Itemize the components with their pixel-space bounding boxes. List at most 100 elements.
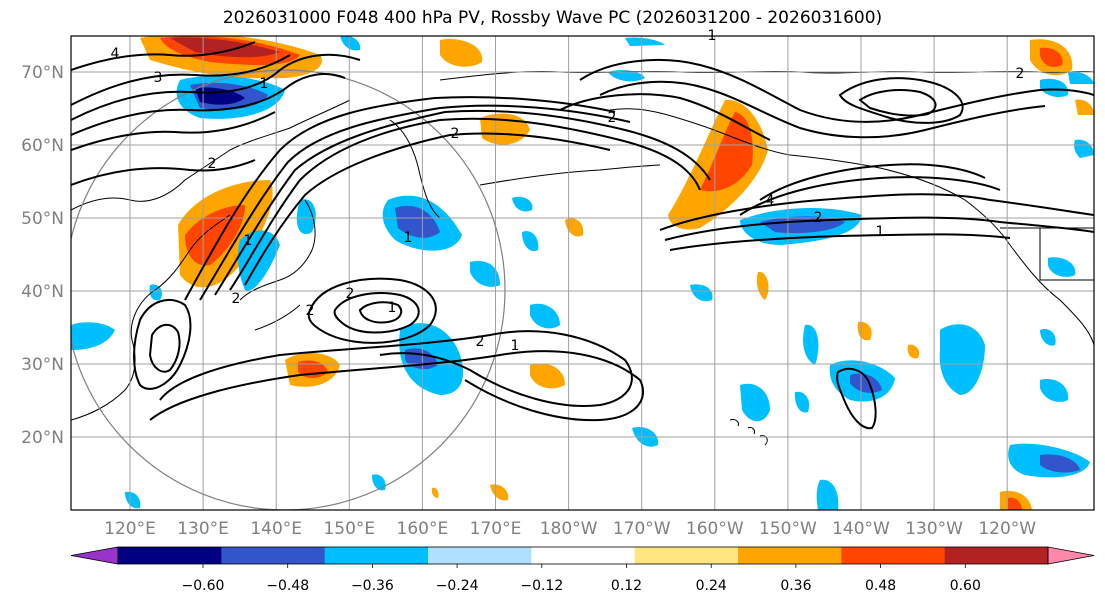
colorbar-segment xyxy=(118,547,222,564)
contour-line xyxy=(739,176,1001,216)
colorbar-tick-label: 0.12 xyxy=(611,578,642,594)
x-tick-label: 170°E xyxy=(470,519,522,539)
fill-negative xyxy=(1040,379,1069,402)
pv-anomaly-fills xyxy=(71,36,1094,510)
x-tick-label: 150°W xyxy=(759,519,817,539)
coast-kamchatka xyxy=(389,119,441,219)
colorbar-tick-label: −0.36 xyxy=(351,578,394,594)
colorbar: −0.60 −0.48 −0.36 −0.24 −0.12 0.12 0.24 0.36 0.4… xyxy=(70,546,1095,594)
contour-line xyxy=(759,163,986,201)
colorbar-tick-label: −0.48 xyxy=(266,578,309,594)
fill-negative xyxy=(794,391,810,413)
x-tick-label: 130°W xyxy=(905,519,963,539)
colorbar-tick-label: −0.12 xyxy=(520,578,563,594)
fill-negative xyxy=(522,231,539,252)
contour-label: 2 xyxy=(232,291,241,307)
fill-positive xyxy=(170,37,280,58)
contour-line xyxy=(71,159,256,186)
y-tick-label: 20°N xyxy=(21,428,64,448)
contour-line xyxy=(838,77,964,124)
colorbar-segment xyxy=(944,547,1049,564)
fill-negative xyxy=(608,70,645,82)
fill-negative xyxy=(1068,71,1094,84)
y-tick-label: 30°N xyxy=(21,355,64,375)
colorbar-segment xyxy=(634,547,739,564)
chart-title: 2026031000 F048 400 hPa PV, Rossby Wave … xyxy=(222,8,883,28)
fill-positive xyxy=(700,112,753,192)
colorbar-segment xyxy=(324,547,429,564)
contour-line xyxy=(71,41,256,71)
fill-negative xyxy=(530,303,560,329)
colorbar-segment xyxy=(841,547,946,564)
fill-positive xyxy=(1075,99,1094,115)
colorbar-tick-label: −0.24 xyxy=(436,578,479,594)
fill-negative xyxy=(149,284,162,301)
y-tick-label: 60°N xyxy=(21,136,64,156)
x-tick-label: 140°E xyxy=(250,519,302,539)
contour-line xyxy=(358,301,403,324)
contour-line xyxy=(669,233,1011,251)
contour-label: 3 xyxy=(154,70,163,86)
colorbar-extend-max xyxy=(1047,546,1095,565)
contour-label: 1 xyxy=(388,300,397,316)
contour-line xyxy=(133,299,192,390)
x-tick-label: 150°E xyxy=(323,519,375,539)
contour-label: 2 xyxy=(476,334,485,350)
fill-positive xyxy=(340,36,361,51)
x-tick-label: 120°W xyxy=(978,519,1036,539)
x-axis-ticks: 120°E 130°E 140°E 150°E 160°E 170°E 180°W 170°W… xyxy=(104,519,1036,539)
colorbar-extend-min xyxy=(70,546,119,565)
fill-negative xyxy=(850,373,882,393)
contour-line xyxy=(214,109,711,296)
coast-aleutians xyxy=(479,164,661,186)
fill-positive xyxy=(490,484,509,501)
fill-positive xyxy=(530,363,565,389)
colorbar-tick-label: −0.60 xyxy=(182,578,225,594)
contour-label: 2 xyxy=(814,210,823,226)
contour-line xyxy=(71,73,346,136)
contour-line xyxy=(71,54,291,106)
map-frame xyxy=(70,35,1095,511)
x-tick-label: 120°E xyxy=(104,519,156,539)
contour-line xyxy=(333,292,420,334)
fill-negative xyxy=(690,284,713,302)
fill-negative xyxy=(1048,257,1076,277)
colorbar-tick-label: 0.60 xyxy=(950,578,981,594)
colorbar-segment xyxy=(531,547,636,564)
fill-negative xyxy=(71,322,115,350)
y-axis-ticks: 20°N 30°N 40°N 50°N 60°N 70°N xyxy=(21,63,64,448)
fill-negative xyxy=(296,199,316,235)
contour-line xyxy=(71,53,361,121)
contour-line xyxy=(858,89,937,117)
coast-korea-japan xyxy=(239,199,316,331)
x-tick-label: 160°E xyxy=(397,519,449,539)
fill-negative xyxy=(512,196,533,212)
colorbar-frame xyxy=(117,546,1049,565)
contour-line xyxy=(148,323,181,373)
y-tick-label: 40°N xyxy=(21,282,64,302)
fill-positive xyxy=(1008,497,1022,510)
colorbar-tick-label: 0.36 xyxy=(780,578,811,594)
contour-line xyxy=(307,277,437,344)
contour-line xyxy=(244,132,611,286)
fill-positive xyxy=(857,321,872,341)
fill-negative xyxy=(372,474,386,491)
fill-negative xyxy=(1040,78,1069,98)
colorbar-segment xyxy=(221,547,326,564)
contour-line xyxy=(149,350,645,422)
contour-line xyxy=(559,93,771,141)
contour-line xyxy=(229,117,701,291)
fill-positive xyxy=(907,344,920,359)
contour-line xyxy=(664,216,1094,241)
colorbar-tick-label: 0.48 xyxy=(865,578,896,594)
contour-label: 2 xyxy=(208,156,217,172)
fill-positive xyxy=(1040,47,1063,67)
contour-label: 2 xyxy=(1016,66,1025,82)
x-tick-label: 140°W xyxy=(832,519,890,539)
contour-line xyxy=(199,104,631,301)
fill-negative xyxy=(816,479,839,510)
contour-label: 2 xyxy=(306,303,315,319)
fill-negative xyxy=(803,324,819,365)
